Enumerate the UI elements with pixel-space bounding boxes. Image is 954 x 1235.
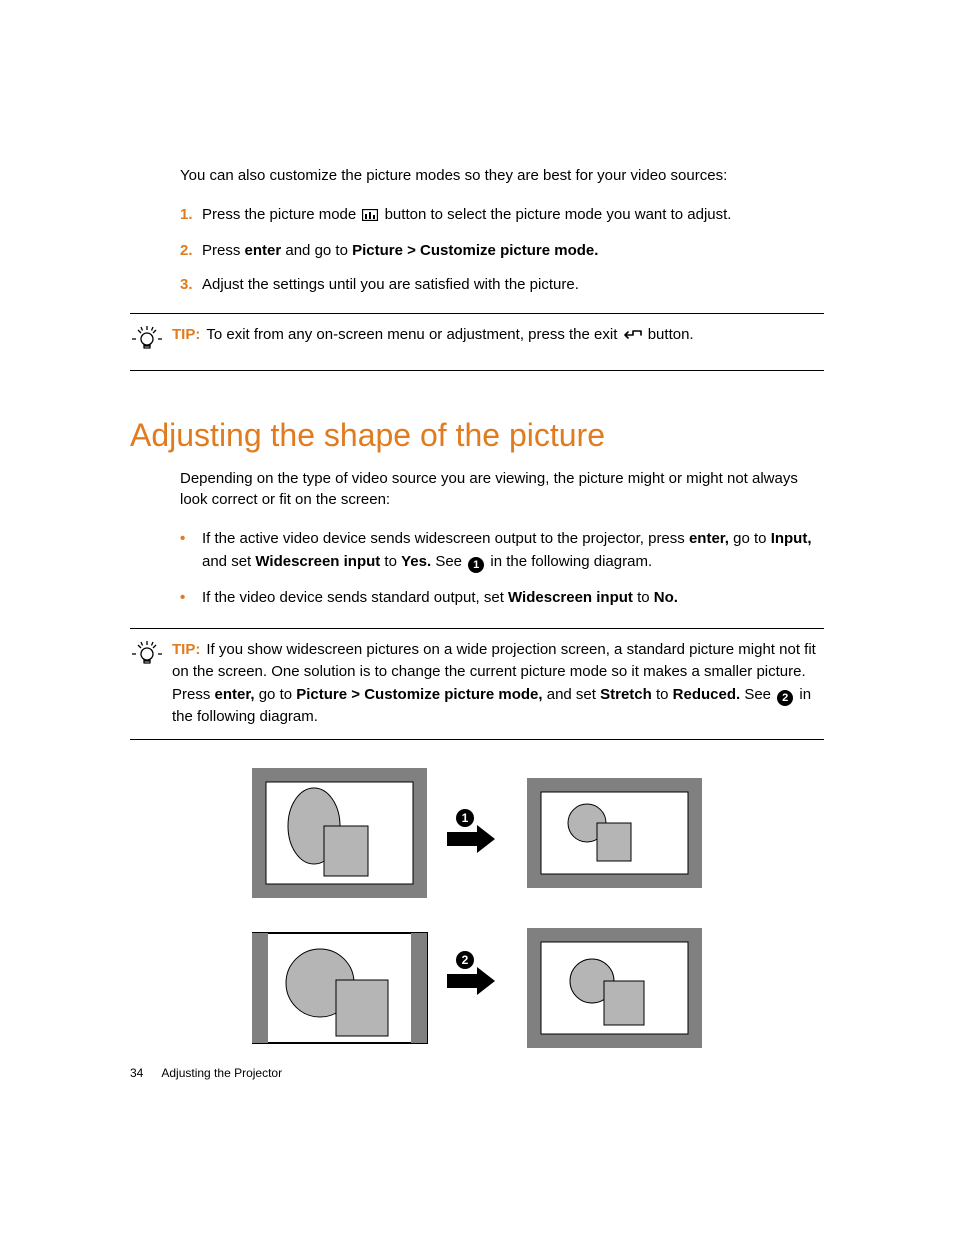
- bold: Picture > Customize picture mode.: [352, 242, 598, 259]
- text: button.: [644, 326, 694, 343]
- bullet-text: If the video device sends standard outpu…: [202, 587, 678, 610]
- text: in the following diagram.: [486, 553, 652, 570]
- page-footer: 34 Adjusting the Projector: [130, 1066, 282, 1080]
- bullet-2: • If the video device sends standard out…: [180, 587, 824, 610]
- text: See: [431, 553, 466, 570]
- ordered-list: 1. Press the picture mode button to sele…: [180, 204, 824, 295]
- text: go to: [729, 530, 771, 547]
- section-intro: Depending on the type of video source yo…: [180, 468, 824, 510]
- bold: Stretch: [600, 686, 652, 703]
- text: See: [740, 686, 775, 703]
- exit-icon: [624, 326, 642, 349]
- bold: No.: [654, 589, 678, 606]
- diagram: 1 2: [130, 768, 824, 1058]
- bold: enter,: [689, 530, 729, 547]
- step-text: Press the picture mode button to select …: [202, 204, 731, 228]
- text: button to select the picture mode you wa…: [380, 206, 731, 223]
- text: and set: [202, 553, 255, 570]
- step-number: 2.: [180, 240, 202, 262]
- svg-text:1: 1: [462, 811, 469, 825]
- bold: enter: [245, 242, 282, 259]
- lightbulb-icon: [130, 637, 164, 675]
- bold: enter,: [215, 686, 255, 703]
- bold: Yes.: [401, 553, 431, 570]
- bold: Picture > Customize picture mode,: [296, 686, 542, 703]
- step-1: 1. Press the picture mode button to sele…: [180, 204, 824, 228]
- text: to: [633, 589, 654, 606]
- bold: Input,: [771, 530, 812, 547]
- tip-block-2: TIP:If you show widescreen pictures on a…: [130, 628, 824, 740]
- text: and go to: [281, 242, 352, 259]
- tip-label: TIP:: [172, 326, 200, 343]
- tip-label: TIP:: [172, 641, 200, 658]
- text: If the video device sends standard outpu…: [202, 589, 508, 606]
- circle-marker-1: 1: [468, 557, 484, 573]
- tip-body: TIP: To exit from any on-screen menu or a…: [172, 324, 824, 349]
- intro-text: You can also customize the picture modes…: [180, 165, 824, 186]
- text: to: [380, 553, 401, 570]
- bold: Widescreen input: [508, 589, 633, 606]
- bullet-text: If the active video device sends widescr…: [202, 528, 824, 573]
- text: If the active video device sends widescr…: [202, 530, 689, 547]
- bold: Reduced.: [673, 686, 741, 703]
- picture-mode-icon: [362, 206, 378, 228]
- bold: Widescreen input: [255, 553, 380, 570]
- section-heading: Adjusting the shape of the picture: [130, 417, 824, 454]
- bullet-1: • If the active video device sends wides…: [180, 528, 824, 573]
- page-number: 34: [130, 1066, 143, 1080]
- step-2: 2. Press enter and go to Picture > Custo…: [180, 240, 824, 262]
- step-text: Press enter and go to Picture > Customiz…: [202, 240, 598, 262]
- text: To exit from any on-screen menu or adjus…: [206, 326, 621, 343]
- text: Press: [202, 242, 245, 259]
- tip-block-1: TIP: To exit from any on-screen menu or a…: [130, 313, 824, 371]
- bullet-marker: •: [180, 587, 202, 610]
- chapter-name: Adjusting the Projector: [161, 1066, 282, 1080]
- text: to: [652, 686, 673, 703]
- bullet-list: • If the active video device sends wides…: [180, 528, 824, 610]
- tip-body: TIP:If you show widescreen pictures on a…: [172, 639, 824, 729]
- text: go to: [255, 686, 297, 703]
- text: and set: [543, 686, 601, 703]
- step-text: Adjust the settings until you are satisf…: [202, 274, 579, 296]
- circle-marker-2: 2: [777, 690, 793, 706]
- text: Press the picture mode: [202, 206, 360, 223]
- step-number: 3.: [180, 274, 202, 296]
- step-number: 1.: [180, 204, 202, 228]
- svg-text:2: 2: [462, 953, 469, 967]
- lightbulb-icon: [130, 322, 164, 360]
- bullet-marker: •: [180, 528, 202, 573]
- step-3: 3. Adjust the settings until you are sat…: [180, 274, 824, 296]
